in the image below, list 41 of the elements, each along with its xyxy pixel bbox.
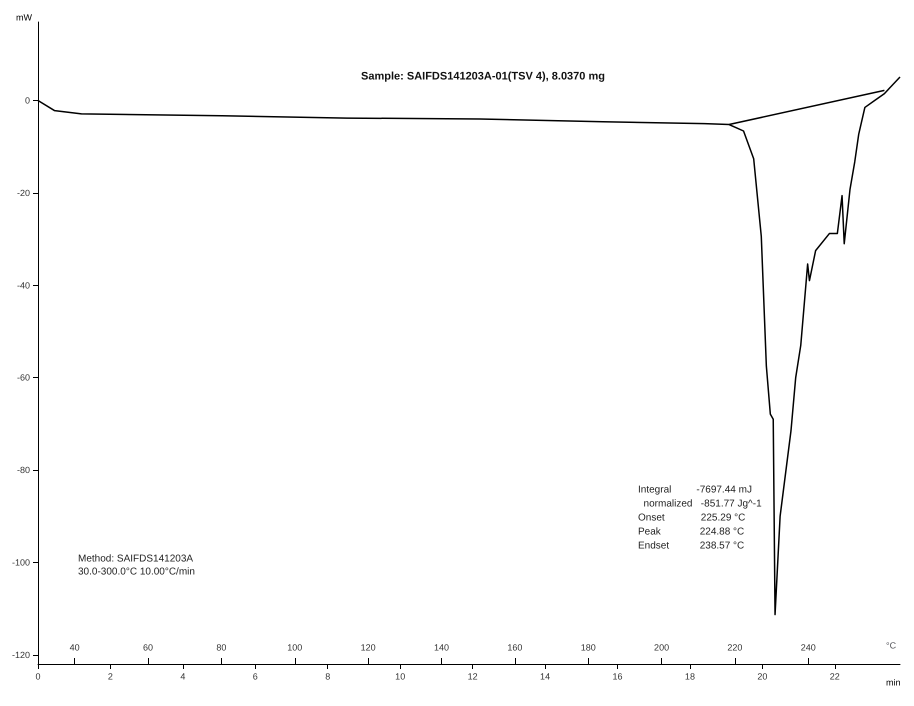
annotation: 30.0-300.0°C 10.00°C/min xyxy=(78,566,195,578)
x-tick-label: 12 xyxy=(468,672,478,682)
x2-tick-label: 200 xyxy=(654,642,670,652)
annotation: Integral -7697.44 mJ xyxy=(638,484,752,496)
x-tick-label: 4 xyxy=(180,672,186,682)
x-tick-label: 14 xyxy=(540,672,550,682)
y-tick-label: -80 xyxy=(16,465,30,476)
x-axis-title: min xyxy=(886,678,901,688)
annotation: Onset 225.29 °C xyxy=(638,512,746,524)
y-axis-title: mW xyxy=(16,12,32,22)
x2-tick-label: 40 xyxy=(70,642,80,652)
x2-axis-title: °C xyxy=(886,640,897,650)
x2-tick-label: 240 xyxy=(800,642,816,652)
annotation: normalized -851.77 Jg^-1 xyxy=(638,498,762,510)
x-tick-label: 22 xyxy=(830,672,840,682)
y-tick-label: -20 xyxy=(16,188,30,198)
x2-tick-label: 160 xyxy=(507,642,522,652)
x-tick-label: 0 xyxy=(35,672,41,682)
x-tick-label: 20 xyxy=(757,672,768,682)
annotation: Method: SAIFDS141203A xyxy=(78,554,194,564)
y-tick-label: -40 xyxy=(16,280,30,290)
x-tick-label: 16 xyxy=(612,672,623,682)
x-tick-label: 2 xyxy=(108,672,113,682)
y-tick-label: 0 xyxy=(24,96,30,106)
y-tick-label: -100 xyxy=(12,557,30,568)
annotation: Peak 224.88 °C xyxy=(638,526,744,538)
x2-tick-label: 100 xyxy=(287,642,302,652)
text: Sample: SAIFDS141203A-01(TSV 4), 8.0370 mg xyxy=(361,70,605,82)
x2-tick-label: 60 xyxy=(143,642,154,652)
x2-tick-label: 80 xyxy=(216,642,226,652)
y-tick-label: -60 xyxy=(16,372,30,383)
x2-tick-label: 140 xyxy=(434,642,450,652)
y-tick-label: -120 xyxy=(12,650,30,660)
x2-tick-label: 120 xyxy=(360,642,376,652)
x2-tick-label: 180 xyxy=(580,642,596,652)
x-tick-label: 8 xyxy=(325,672,330,682)
x-tick-label: 10 xyxy=(395,672,406,682)
x-tick-label: 6 xyxy=(252,672,258,682)
x2-tick-label: 220 xyxy=(727,642,742,652)
x-tick-label: 18 xyxy=(684,672,695,682)
annotation: Endset 238.57 °C xyxy=(638,540,744,552)
